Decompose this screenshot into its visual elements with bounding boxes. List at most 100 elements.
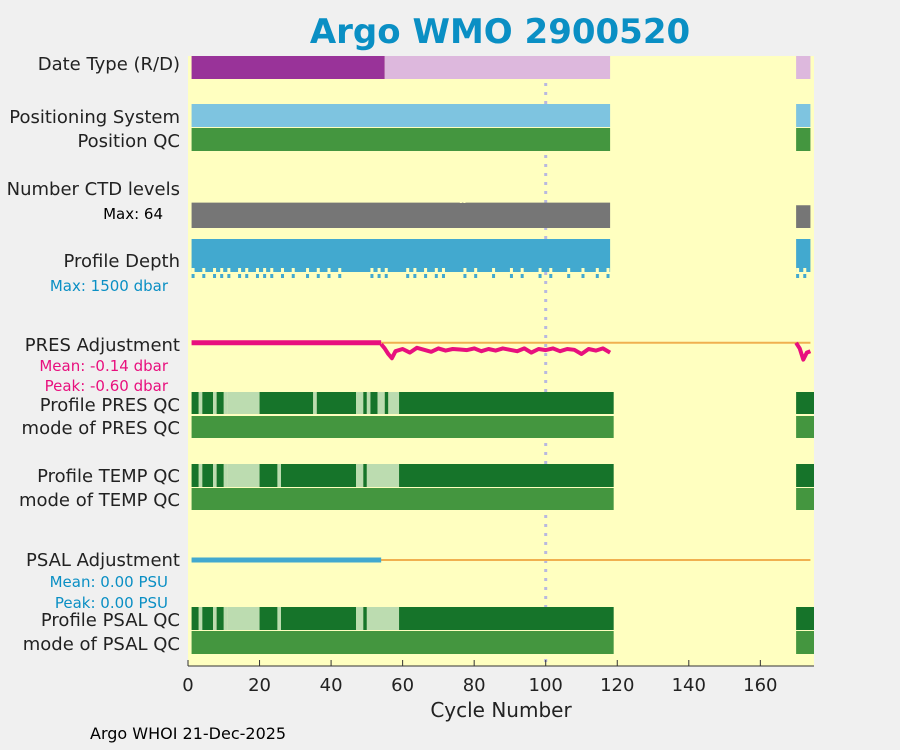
profile-depth-tick-11 [291,274,295,278]
profile-psal-qc-3 [213,607,217,630]
row-label-position-qc: Position QC [77,131,180,152]
x-tick-label-0: 0 [182,675,193,696]
row-label-profile-depth: Profile Depth [63,251,180,272]
profile-depth-dip-15 [338,268,342,273]
profile-depth-bar-1 [796,239,811,272]
profile-psal-qc-13 [399,607,614,630]
profile-depth-tick-34 [606,274,610,278]
profile-psal-qc-4 [216,607,224,630]
date-type-bar-2 [796,56,811,79]
ctd-levels-bar-0 [191,202,611,228]
profile-pres-qc-17 [399,392,614,414]
row-label-ctd-levels: Number CTD levels [7,179,180,200]
pres-peak-label: Peak: -0.60 dbar [45,377,169,395]
x-tick-label-5: 100 [529,675,563,696]
pres-adjustment-series-2 [794,341,812,362]
footer-note: Argo WHOI 21-Dec-2025 [90,724,287,743]
profile-depth-dip-30 [549,268,553,273]
profile-psal-qc-1 [198,607,203,630]
profile-temp-qc-5 [223,464,228,487]
profile-depth-tick-28 [520,274,524,278]
profile-depth-dip-0 [191,268,195,273]
row-label-date-type: Date Type (R/D) [38,54,180,75]
profile-depth-tick-26 [492,274,496,278]
profile-temp-qc-2 [202,464,214,487]
profile-depth-dip-13 [316,268,320,273]
x-tick-label-7: 140 [672,675,706,696]
profile-temp-qc-0 [191,464,199,487]
profile-depth-tick-19 [406,274,410,278]
mode-psal-qc-bar-1 [796,631,814,654]
x-tick-label-3: 60 [391,675,414,696]
profile-depth-dip-1 [202,268,206,273]
profile-depth-tick-12 [306,274,310,278]
row-label-profile-temp-qc: Profile TEMP QC [37,466,180,487]
profile-depth-tick-30 [549,274,553,278]
profile-pres-qc-11 [363,392,367,414]
chart-title: Argo WMO 2900520 [309,12,691,52]
row-label-profile-pres-qc: Profile PRES QC [40,395,180,416]
profile-depth-tick-17 [377,274,381,278]
profile-temp-qc-10 [356,464,364,487]
pres-adjustment-series [379,342,612,361]
profile-pres-qc-9 [316,392,357,414]
profile-temp-qc-14 [796,464,814,487]
profile-depth-tick-3 [220,274,224,278]
profile-depth-tick-36 [803,274,807,278]
profile-depth-tick-31 [567,274,571,278]
profile-psal-qc-5 [223,607,228,630]
profile-depth-tick-21 [424,274,428,278]
profile-depth-dip-9 [270,268,274,273]
profile-depth-tick-14 [327,274,331,278]
row-label-pres-adjustment: PRES Adjustment [25,335,180,356]
profile-depth-dip-23 [441,268,445,273]
profile-depth-tick-35 [796,274,800,278]
profile-depth-tick-15 [338,274,342,278]
profile-pres-qc-7 [259,392,314,414]
profile-depth-dip-3 [220,268,224,273]
profile-depth-dip-16 [370,268,374,273]
profile-psal-qc-6 [227,607,260,630]
profile-depth-tick-25 [474,274,478,278]
profile-depth-dip-27 [509,268,513,273]
profile-depth-dip-26 [492,268,496,273]
profile-depth-dip-11 [291,268,295,273]
row-label-mode-pres-qc: mode of PRES QC [22,418,180,439]
pres-mean-label: Mean: -0.14 dbar [39,357,169,375]
profile-depth-tick-33 [595,274,599,278]
profile-depth-tick-6 [245,274,249,278]
profile-depth-tick-8 [263,274,267,278]
profile-depth-tick-29 [538,274,542,278]
x-axis-label: Cycle Number [430,698,572,722]
row-label-psal-adjustment: PSAL Adjustment [26,550,180,571]
positioning-bar-1 [796,104,811,127]
profile-temp-qc-6 [227,464,260,487]
profile-temp-qc-9 [281,464,357,487]
profile-pres-qc-8 [313,392,317,414]
profile-pres-qc-12 [366,392,371,414]
profile-pres-qc-2 [202,392,214,414]
profile-depth-tick-22 [434,274,438,278]
profile-temp-qc-3 [213,464,217,487]
profile-depth-tick-0 [191,274,195,278]
profile-depth-dip-34 [606,268,610,273]
profile-psal-qc-14 [796,607,814,630]
psal-mean-label: Mean: 0.00 PSU [50,573,168,591]
x-tick-label-2: 40 [320,675,343,696]
profile-depth-tick-13 [316,274,320,278]
row-label-mode-temp-qc: mode of TEMP QC [19,490,180,511]
profile-depth-tick-18 [384,274,388,278]
profile-pres-qc-18 [796,392,814,414]
profile-pres-qc-1 [198,392,203,414]
profile-depth-dip-25 [474,268,478,273]
mode-temp-qc-bar-1 [796,488,814,510]
profile-depth-dip-32 [581,268,585,273]
profile-psal-qc-9 [281,607,357,630]
profile-depth-dip-33 [595,268,599,273]
psal-peak-label: Peak: 0.00 PSU [55,594,168,612]
profile-depth-tick-23 [441,274,445,278]
x-tick-label-4: 80 [463,675,486,696]
profile-depth-tick-27 [509,274,513,278]
positioning-bar-0 [191,104,611,127]
ctd-dip-0 [459,200,462,203]
